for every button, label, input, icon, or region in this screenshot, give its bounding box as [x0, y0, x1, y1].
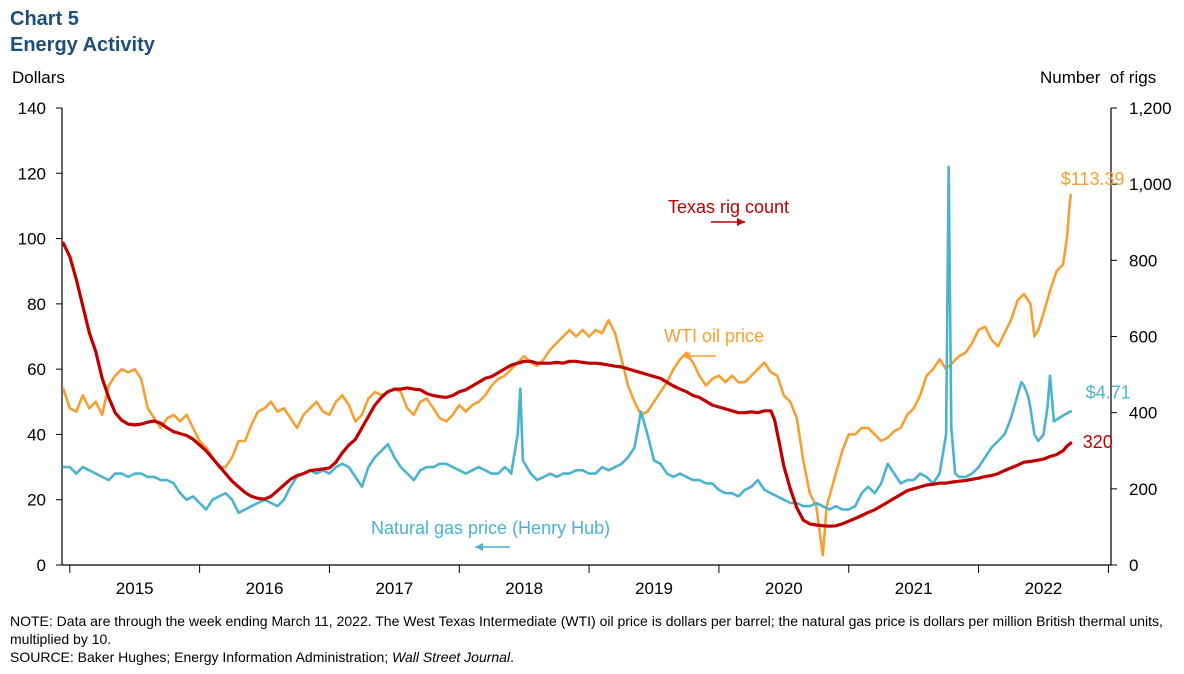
left-tick-label: 100 [18, 230, 46, 249]
x-tick-label: 2022 [1025, 579, 1063, 598]
source-line: SOURCE: Baker Hughes; Energy Information… [10, 648, 1180, 666]
left-tick-label: 80 [27, 295, 46, 314]
x-tick-label: 2020 [765, 579, 803, 598]
note-text: NOTE: Data are through the week ending M… [10, 613, 1163, 647]
end-label-gas: $4.71 [1086, 382, 1131, 402]
annotation-rig-arrow-head [737, 218, 745, 226]
left-tick-label: 60 [27, 360, 46, 379]
left-tick-label: 40 [27, 425, 46, 444]
left-tick-label: 20 [27, 491, 46, 510]
right-tick-label: 600 [1129, 328, 1157, 347]
left-tick-label: 0 [37, 556, 46, 575]
footnotes: NOTE: Data are through the week ending M… [10, 612, 1180, 666]
x-tick-label: 2015 [116, 579, 154, 598]
right-tick-label: 800 [1129, 251, 1157, 270]
right-tick-label: 1,000 [1129, 175, 1172, 194]
series-line-natural-gas-price-henry-hub- [62, 165, 1073, 515]
title-block: Chart 5 Energy Activity [10, 6, 155, 58]
end-label-rigs: 320 [1083, 432, 1113, 452]
right-tick-label: 200 [1129, 480, 1157, 499]
series-line-texas-rig-count [61, 241, 1073, 528]
left-tick-label: 140 [18, 99, 46, 118]
right-tick-label: 400 [1129, 404, 1157, 423]
chart-title: Energy Activity [10, 34, 155, 56]
x-tick-label: 2019 [635, 579, 673, 598]
right-tick-label: 1,200 [1129, 99, 1172, 118]
left-axis-unit: Dollars [12, 68, 65, 87]
x-tick-label: 2016 [246, 579, 284, 598]
x-tick-label: 2017 [375, 579, 413, 598]
source-suffix: . [510, 649, 514, 665]
x-tick-label: 2021 [895, 579, 933, 598]
left-tick-label: 120 [18, 164, 46, 183]
annotation-wti-arrow-head [682, 352, 690, 360]
right-tick-label: 0 [1129, 556, 1138, 575]
source-italic: Wall Street Journal [392, 649, 511, 665]
energy-chart: 0 20 40 60 80 100 120 140 0 200 400 600 800 1,000 1,20… [18, 99, 1172, 598]
annotation-rig-count: Texas rig count [668, 197, 789, 217]
series-line-wti-oil-price [62, 193, 1073, 557]
source-text: SOURCE: Baker Hughes; Energy Information… [10, 649, 389, 665]
annotation-gas-arrow-head [475, 543, 483, 551]
x-tick-label: 2018 [505, 579, 543, 598]
annotation-wti: WTI oil price [664, 326, 764, 346]
right-axis-unit: Number of rigs [1040, 68, 1157, 87]
chart-number: Chart 5 [10, 8, 79, 30]
end-label-oil: $113.39 [1061, 169, 1125, 189]
annotation-gas: Natural gas price (Henry Hub) [371, 518, 610, 538]
